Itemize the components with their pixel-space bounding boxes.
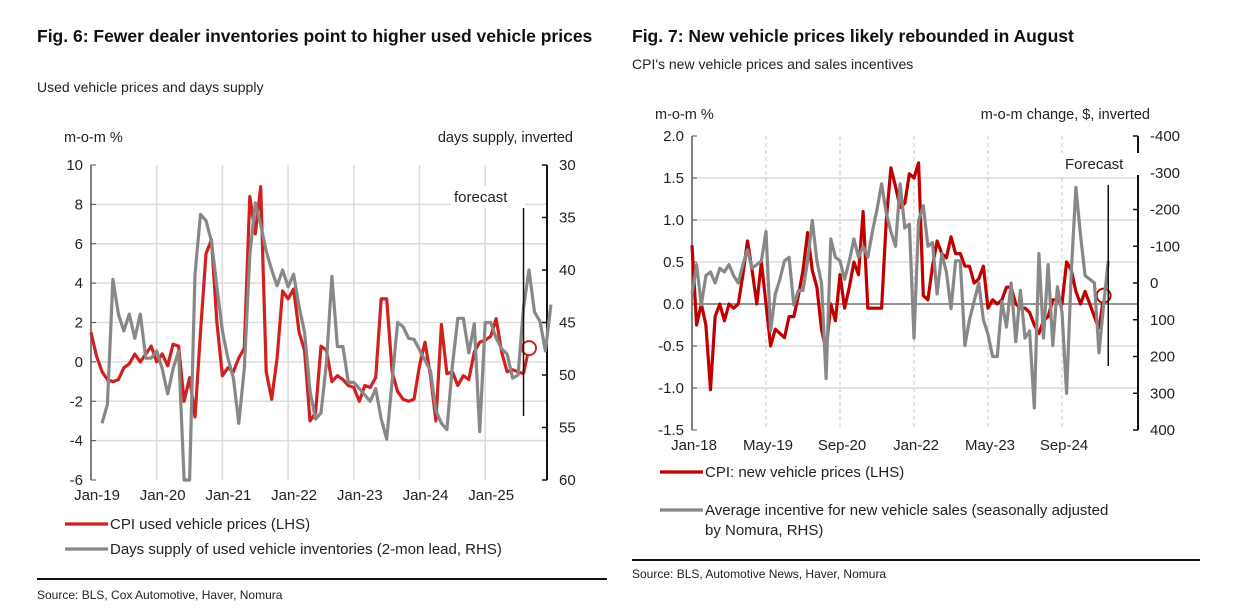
forecast-label-bg [450,186,525,208]
forecast-annotation: forecast [454,189,508,206]
y-left-tick-label: 1.5 [663,170,684,187]
x-tick-label: Jan-23 [337,487,383,504]
y-left-tick-label: -4 [70,433,83,450]
series-line-gray [690,182,1110,410]
y-left-tick-label: 0.5 [663,254,684,271]
y-left-tick-label: -0.5 [658,338,684,355]
series-line-red [690,161,1101,392]
y-left-tick-label: 4 [75,275,83,292]
y-right-tick-label: 200 [1150,349,1175,366]
legend-label: CPI: new vehicle prices (LHS) [705,464,904,481]
y-right-tick-label: 0 [1150,275,1158,292]
y-right-tick-label: 100 [1150,312,1175,329]
y-right-tick-label: 45 [559,315,576,332]
y-left-axis-label: m-o-m % [655,107,714,123]
legend-label: by Nomura, RHS) [705,522,823,539]
x-tick-label: May-23 [965,437,1015,454]
forecast-label-bg [1061,153,1141,175]
chart-title: Fig. 6: Fewer dealer inventories point t… [37,26,593,46]
y-right-axis-label: days supply, inverted [438,130,573,146]
y-right-tick-label: 30 [559,157,576,174]
y-right-tick-label: 55 [559,420,576,437]
x-tick-label: Jan-24 [403,487,449,504]
y-left-tick-label: 2 [75,315,83,332]
source-note: Source: BLS, Cox Automotive, Haver, Nomu… [37,588,283,602]
figure-7: Fig. 7: New vehicle prices likely reboun… [620,0,1249,615]
y-left-tick-label: 1.0 [663,212,684,229]
figure-6: Fig. 6: Fewer dealer inventories point t… [0,0,620,615]
y-right-tick-label: 50 [559,367,576,384]
y-right-tick-label: 60 [559,472,576,489]
y-left-tick-label: 0.0 [663,296,684,313]
x-tick-label: Jan-22 [271,487,317,504]
y-left-tick-label: -6 [70,472,83,489]
divider [37,578,607,580]
x-tick-label: Jan-25 [468,487,514,504]
x-tick-label: Jan-20 [140,487,186,504]
y-left-tick-label: -1.5 [658,422,684,439]
series-line-red [89,185,525,423]
x-tick-label: Jan-19 [74,487,120,504]
chart-subtitle: Used vehicle prices and days supply [37,79,264,95]
y-left-tick-label: 2.0 [663,128,684,145]
source-note: Source: BLS, Automotive News, Haver, Nom… [632,567,887,581]
y-left-tick-label: 10 [66,157,83,174]
forecast-annotation: Forecast [1065,156,1124,173]
chart-subtitle: CPI's new vehicle prices and sales incen… [632,56,914,72]
y-left-tick-label: 6 [75,236,83,253]
y-left-tick-label: -2 [70,393,83,410]
x-tick-label: May-19 [743,437,793,454]
legend-label: Days supply of used vehicle inventories … [110,541,502,558]
y-left-axis-label: m-o-m % [64,130,123,146]
y-right-tick-label: -300 [1150,165,1180,182]
y-right-tick-label: 300 [1150,385,1175,402]
y-right-tick-label: -200 [1150,202,1180,219]
y-right-tick-label: -400 [1150,128,1180,145]
x-tick-label: Sep-24 [1040,437,1088,454]
y-left-tick-label: -1.0 [658,380,684,397]
x-tick-label: Jan-18 [671,437,717,454]
y-right-tick-label: -100 [1150,238,1180,255]
y-right-axis-label: m-o-m change, $, inverted [981,107,1150,123]
y-left-tick-label: 8 [75,196,83,213]
y-right-tick-label: 400 [1150,422,1175,439]
chart-title: Fig. 7: New vehicle prices likely reboun… [632,26,1074,46]
x-tick-label: Sep-20 [818,437,866,454]
divider [632,559,1200,561]
legend-label: CPI used vehicle prices (LHS) [110,516,310,533]
legend-label: Average incentive for new vehicle sales … [705,502,1108,519]
x-tick-label: Jan-21 [205,487,251,504]
series-line-gray [100,201,553,482]
x-tick-label: Jan-22 [893,437,939,454]
y-right-tick-label: 35 [559,210,576,227]
forecast-marker [521,340,537,357]
y-right-tick-label: 40 [559,262,576,279]
y-left-tick-label: 0 [75,354,83,371]
